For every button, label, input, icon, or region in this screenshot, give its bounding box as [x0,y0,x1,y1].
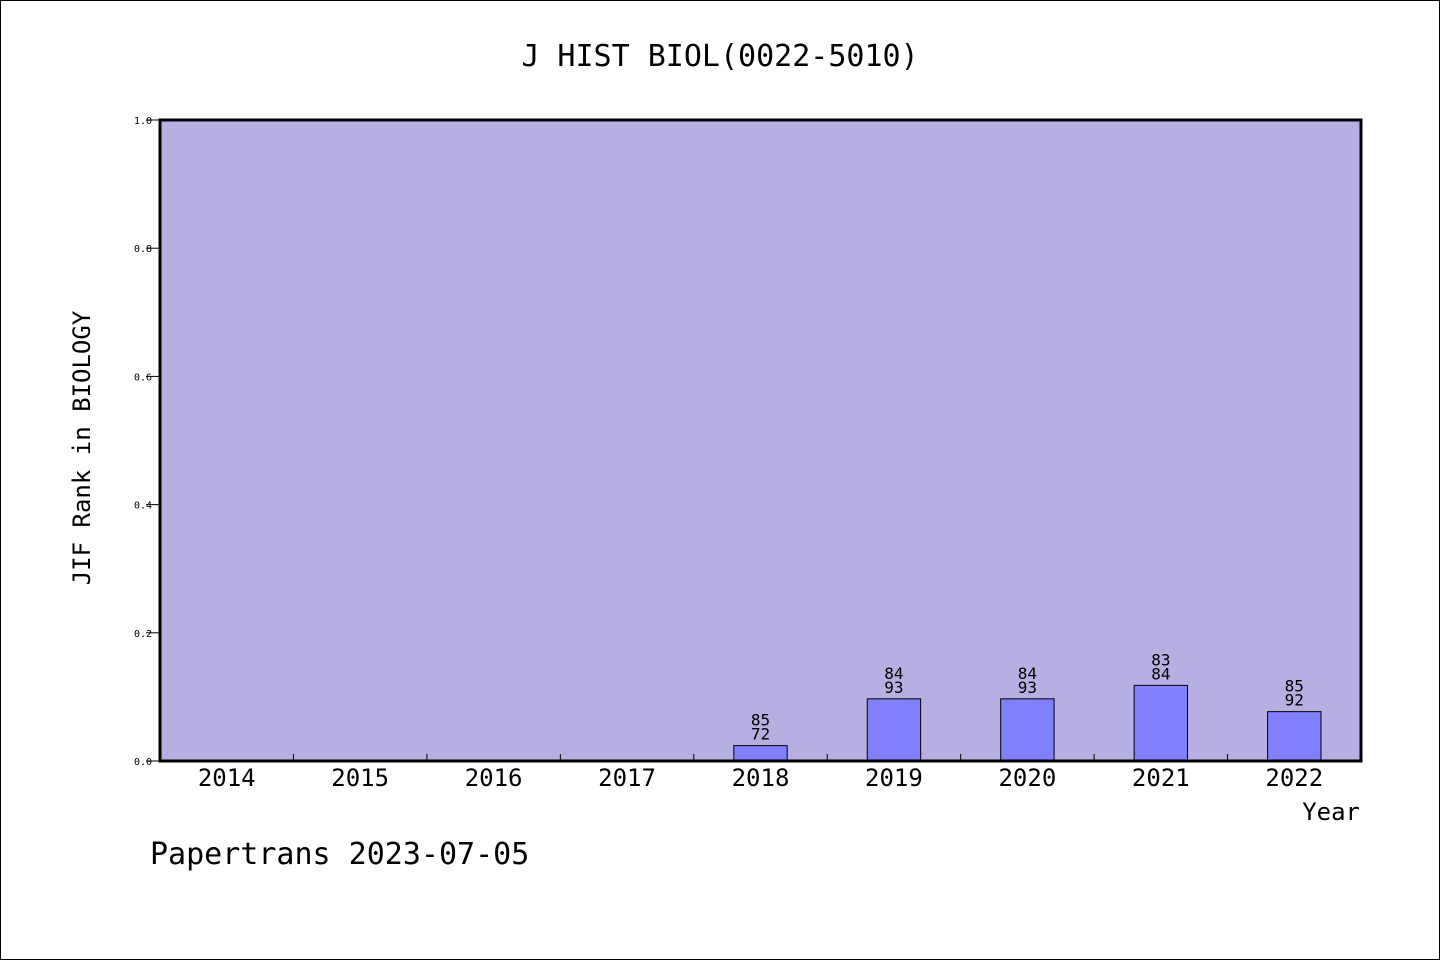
x-tick-label: 2021 [1132,764,1190,792]
footer-watermark: Papertrans 2023-07-05 [150,837,529,872]
x-tick-label: 2022 [1265,764,1323,792]
bar-data-label: 84 [1151,664,1170,683]
bar [734,746,787,761]
bar [867,699,920,761]
y-tick-label: 0.6 [134,372,152,383]
bar-data-label: 72 [751,725,770,744]
x-tick-label: 2014 [198,764,256,792]
x-axis-label: Year [1302,798,1360,826]
bar-data-label: 92 [1285,691,1304,710]
y-tick-label: 0.0 [134,757,152,768]
x-tick-label: 2015 [331,764,389,792]
bar-data-label: 93 [1018,678,1037,697]
chart-title: J HIST BIOL(0022-5010) [521,39,918,74]
bar [1134,685,1187,761]
y-axis-label: JIF Rank in BIOLOGY [68,310,96,585]
x-tick-label: 2018 [732,764,790,792]
plot-area [160,120,1361,761]
y-tick-label: 0.2 [134,629,152,640]
y-tick-label: 0.8 [134,244,152,255]
bar [1001,699,1054,761]
x-tick-label: 2020 [998,764,1056,792]
x-tick-label: 2019 [865,764,923,792]
x-tick-label: 2016 [465,764,523,792]
y-tick-label: 0.4 [134,501,152,512]
y-tick-label: 1.0 [134,116,152,127]
bar [1268,712,1321,761]
x-tick-label: 2017 [598,764,656,792]
bar-data-label: 93 [884,678,903,697]
